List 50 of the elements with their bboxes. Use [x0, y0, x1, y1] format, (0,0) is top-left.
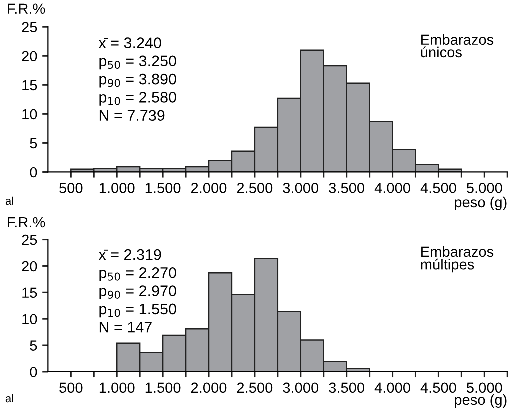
x-axis-title: peso (g) [455, 394, 507, 408]
y-tick-label: 10 [22, 314, 38, 325]
text: Embarazos únicos [421, 34, 494, 58]
y-tick-label: 15 [22, 80, 38, 91]
x-tick-label: 5.000 [467, 382, 502, 394]
x-tick-label: 2.500 [237, 382, 273, 394]
annotation: x̄ = 2.319 [98, 249, 162, 260]
x-tick-label: 3.500 [329, 183, 365, 194]
y-tick-label: 20 [22, 261, 38, 272]
x-tick-label: 4.000 [374, 382, 410, 394]
x-tick-label: 4.500 [420, 382, 456, 394]
x-tick-label: 1.500 [146, 183, 181, 194]
y-tick-label: 25 [22, 22, 38, 33]
annotation: p$_{50}$ = 3.250 [100, 56, 176, 70]
x-tick-label: 2.500 [237, 183, 273, 194]
annotation: x̄ = 3.240 [98, 38, 162, 48]
x-tick-label: 3.000 [283, 382, 319, 394]
y-tick-label: 5 [30, 138, 38, 149]
annotation: N = 7.739 [100, 110, 165, 122]
x-tick-label: 2.000 [191, 382, 227, 394]
x-tick-label: 1.000 [100, 183, 135, 194]
x-tick-label: 2.000 [191, 183, 227, 194]
y-tick-label: 0 [30, 367, 38, 378]
x-tick-label: 5.000 [467, 183, 502, 194]
y-tick-label: 20 [22, 51, 38, 62]
y-tick-label: 25 [22, 234, 38, 246]
x-tick-label: 3.000 [283, 183, 319, 194]
x-axis-title: peso (g) [455, 196, 507, 210]
y-axis-title: F.R.% [8, 217, 46, 228]
x-tick-label: 4.000 [374, 183, 410, 194]
x-tick-label: 500 [60, 183, 83, 194]
annotation: N = 147 [100, 322, 152, 333]
x-tick-label: 4.500 [420, 183, 456, 194]
y-axis-title: F.R.% [8, 4, 46, 14]
y-tick-label: 0 [30, 167, 38, 178]
annotation: p$_{10}$ = 1.550 [100, 304, 176, 318]
x-tick-label: 500 [60, 382, 83, 394]
annotation: p$_{90}$ = 2.970 [100, 286, 176, 300]
text: Embarazos múltipes [421, 246, 494, 273]
annotation: p$_{10}$ = 2.580 [100, 92, 176, 106]
y-tick-label: 10 [22, 109, 38, 120]
annotation: p$_{90}$ = 3.890 [100, 74, 176, 88]
y-tick-label: 5 [30, 340, 38, 351]
annotation: p$_{50}$ = 2.270 [100, 268, 176, 282]
text: al [6, 394, 14, 403]
x-tick-label: 1.000 [100, 382, 135, 394]
x-tick-label: 3.500 [329, 382, 365, 394]
text: al [6, 196, 14, 206]
y-tick-label: 15 [22, 288, 38, 298]
x-tick-label: 1.500 [146, 382, 181, 394]
